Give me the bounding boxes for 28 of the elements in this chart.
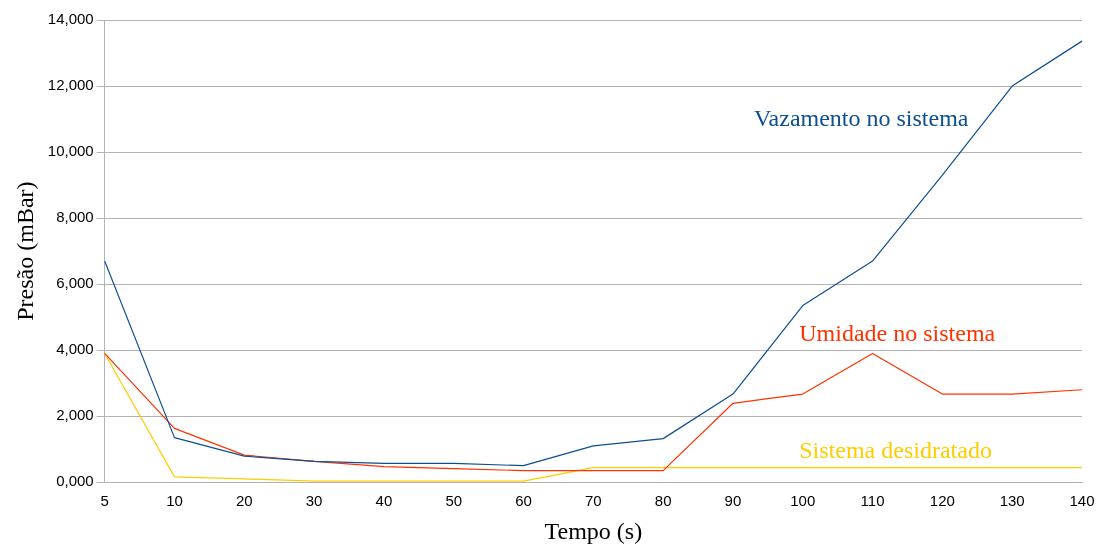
series-label: Sistema desidratado (799, 437, 992, 464)
x-tick-label: 110 (860, 492, 885, 510)
x-tick-label: 60 (515, 492, 532, 510)
y-tick-label: 2,000 (56, 406, 94, 424)
x-tick-label: 30 (305, 492, 323, 510)
y-axis-title: Presão (mBar) (11, 181, 38, 321)
y-tick-label: 4,000 (56, 340, 94, 358)
y-tick-label: 8,000 (56, 208, 94, 226)
x-axis-title: Tempo (s) (544, 517, 643, 544)
x-tick-label: 20 (235, 492, 253, 510)
series-label: Umidade no sistema (799, 319, 996, 346)
y-tick-label: 0,000 (56, 472, 94, 490)
x-tick-label: 120 (929, 492, 955, 510)
x-tick-label: 90 (724, 492, 742, 510)
y-tick-label: 10,000 (47, 142, 94, 160)
x-tick-label: 50 (445, 492, 463, 510)
y-tick-label: 14,000 (47, 10, 94, 28)
y-tick-label: 6,000 (56, 274, 94, 292)
x-tick-label: 130 (999, 492, 1025, 510)
x-tick-label: 70 (585, 492, 602, 510)
series-label: Vazamento no sistema (753, 104, 969, 131)
x-tick-label: 10 (166, 492, 183, 510)
x-tick-label: 140 (1069, 492, 1095, 510)
y-tick-label: 12,000 (47, 76, 94, 94)
x-tick-label: 100 (790, 492, 816, 510)
x-tick-label: 80 (654, 492, 672, 510)
x-tick-label: 40 (375, 492, 393, 510)
x-tick-label: 5 (100, 492, 109, 510)
